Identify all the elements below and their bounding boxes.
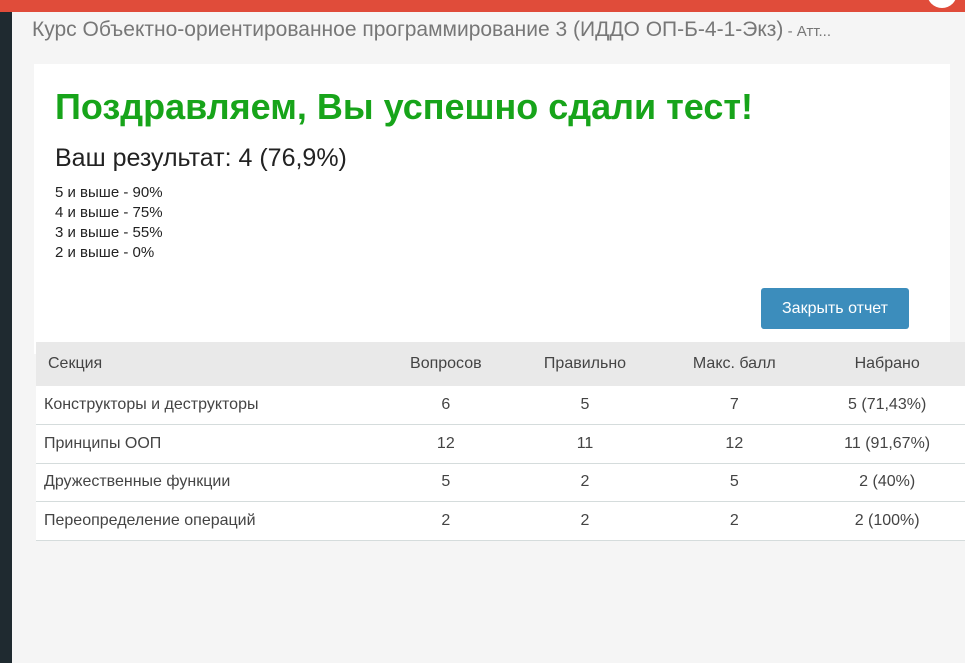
course-suffix: - Атт... xyxy=(783,23,831,40)
table-cell: 2 xyxy=(381,501,511,541)
grade-line: 5 и выше - 90% xyxy=(55,184,163,201)
table-cell: Переопределение операций xyxy=(36,501,381,541)
col-correct: Правильно xyxy=(510,342,660,386)
table-cell: 5 xyxy=(510,386,660,425)
success-heading: Поздравляем, Вы успешно сдали тест! xyxy=(55,86,753,127)
left-sidebar xyxy=(0,0,12,663)
table-cell: 2 xyxy=(659,501,810,541)
table-cell: 5 xyxy=(381,463,511,502)
table-cell: 5 (71,43%) xyxy=(809,386,965,425)
table-cell: 11 (91,67%) xyxy=(809,424,965,464)
grade-line: 2 и выше - 0% xyxy=(55,244,155,261)
table-row: Переопределение операций 2 2 2 2 (100%) xyxy=(36,501,965,541)
course-name: Курс Объектно-ориентированное программир… xyxy=(32,18,784,41)
result-card: Поздравляем, Вы успешно сдали тест! Ваш … xyxy=(34,64,950,354)
grade-thresholds: 5 и выше - 90% 4 и выше - 75% 3 и выше -… xyxy=(55,183,163,263)
table-cell: 12 xyxy=(381,424,511,464)
user-avatar[interactable] xyxy=(927,0,957,8)
close-report-button[interactable]: Закрыть отчет xyxy=(761,288,909,329)
table-row: Дружественные функции 5 2 5 2 (40%) xyxy=(36,463,965,502)
table-cell: 7 xyxy=(659,386,810,425)
table-cell: 2 xyxy=(510,501,660,541)
col-scored: Набрано xyxy=(809,342,965,386)
col-max-score: Макс. балл xyxy=(659,342,810,386)
table-cell: 2 xyxy=(510,463,660,502)
table-cell: Дружественные функции xyxy=(36,463,381,502)
table-cell: 2 (40%) xyxy=(809,463,965,502)
col-section: Секция xyxy=(36,342,381,386)
course-title: Курс Объектно-ориентированное программир… xyxy=(32,18,962,42)
sections-table: Секция Вопросов Правильно Макс. балл Наб… xyxy=(36,342,965,541)
table-row: Принципы ООП 12 11 12 11 (91,67%) xyxy=(36,424,965,464)
table-cell: 12 xyxy=(659,424,810,464)
table-cell: 11 xyxy=(510,424,660,464)
score-text: Ваш результат: 4 (76,9%) xyxy=(55,144,347,172)
table-cell: 2 (100%) xyxy=(809,501,965,541)
table-cell: Конструкторы и деструкторы xyxy=(36,386,381,425)
top-navbar xyxy=(0,0,965,12)
table-row: Конструкторы и деструкторы 6 5 7 5 (71,43%) xyxy=(36,386,965,425)
col-questions: Вопросов xyxy=(381,342,511,386)
table-cell: 6 xyxy=(381,386,511,425)
grade-line: 3 и выше - 55% xyxy=(55,224,163,241)
table-cell: Принципы ООП xyxy=(36,424,381,464)
grade-line: 4 и выше - 75% xyxy=(55,204,163,221)
table-cell: 5 xyxy=(659,463,810,502)
table-header-row: Секция Вопросов Правильно Макс. балл Наб… xyxy=(36,342,965,386)
